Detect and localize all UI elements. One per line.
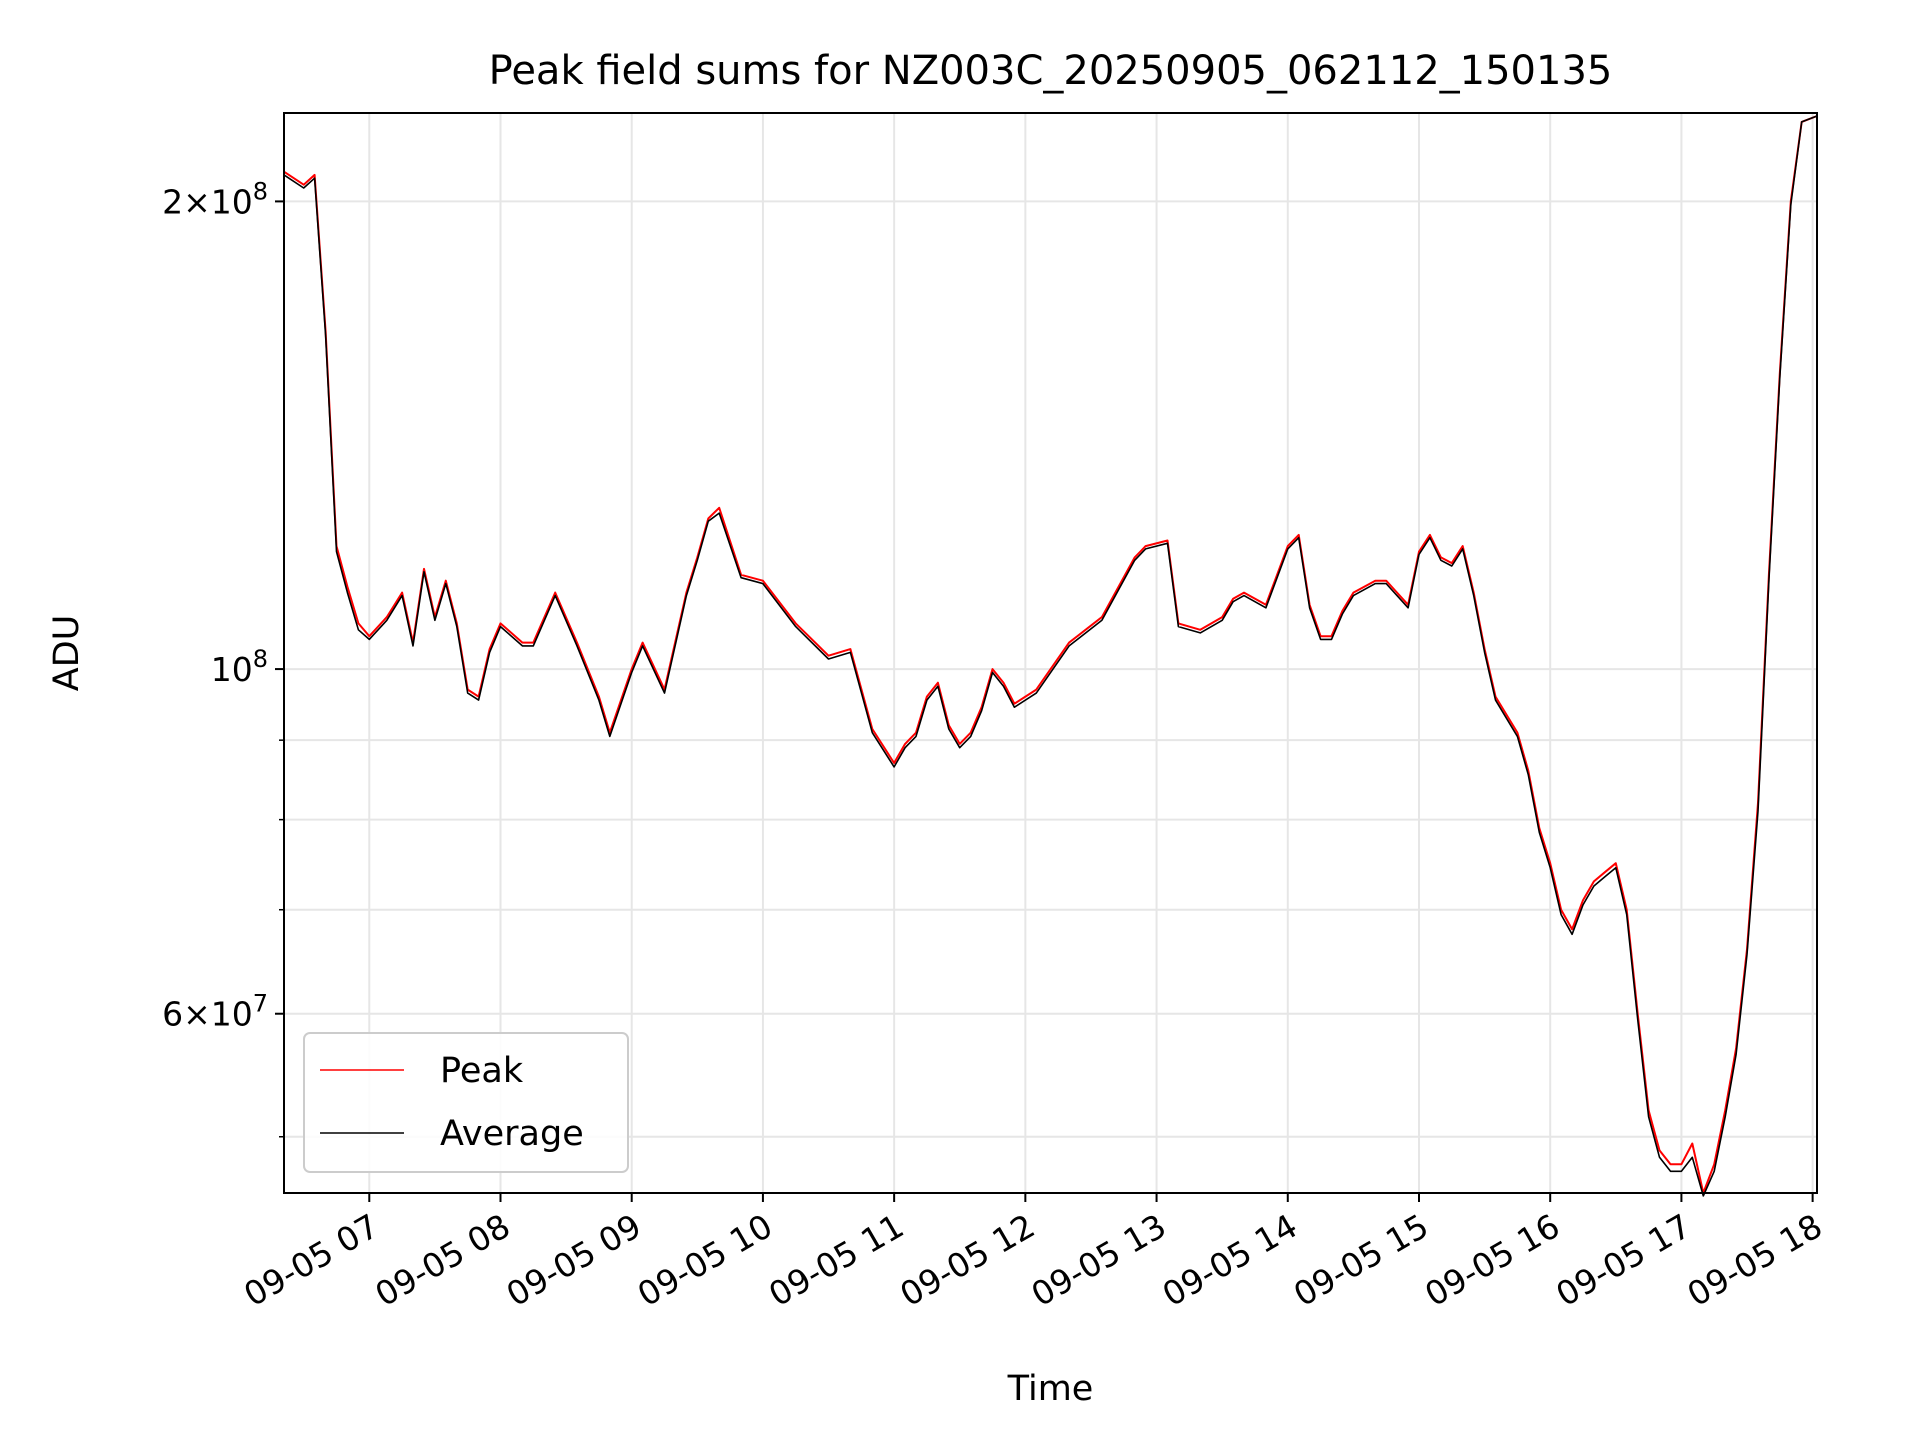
x-tick-label: 09-05 16 [1418, 1206, 1566, 1314]
plot-frame [283, 112, 1818, 1194]
x-tick-label: 09-05 07 [237, 1206, 385, 1314]
series-line-average [283, 115, 1818, 1197]
x-tick-label: 09-05 18 [1681, 1206, 1829, 1314]
y-axis-label: ADU [47, 615, 87, 692]
x-tick-label: 09-05 11 [762, 1206, 910, 1314]
y-tick-label: 108 [211, 645, 268, 689]
legend-box [303, 1032, 629, 1173]
x-tick-label: 09-05 08 [369, 1206, 517, 1314]
x-axis-label: Time [1007, 1369, 1094, 1409]
chart-title: Peak field sums for NZ003C_20250905_0621… [489, 48, 1613, 94]
y-tick-label: 2×108 [162, 177, 268, 221]
x-tick-label: 09-05 14 [1156, 1206, 1304, 1314]
series-line-peak [283, 115, 1818, 1194]
x-tick-label: 09-05 09 [500, 1206, 648, 1314]
y-tick-label: 6×107 [162, 990, 268, 1034]
legend: Peak Average [303, 1032, 629, 1173]
x-tick-label: 09-05 13 [1025, 1206, 1173, 1314]
x-tick-label: 09-05 12 [893, 1206, 1041, 1314]
legend-label-peak: Peak [440, 1051, 524, 1091]
x-tick-label: 09-05 17 [1549, 1206, 1697, 1314]
grid-layer [284, 113, 1817, 1193]
legend-label-average: Average [440, 1114, 584, 1154]
series-layer [283, 115, 1818, 1197]
x-tick-label: 09-05 10 [631, 1206, 779, 1314]
x-tick-label: 09-05 15 [1287, 1206, 1435, 1314]
